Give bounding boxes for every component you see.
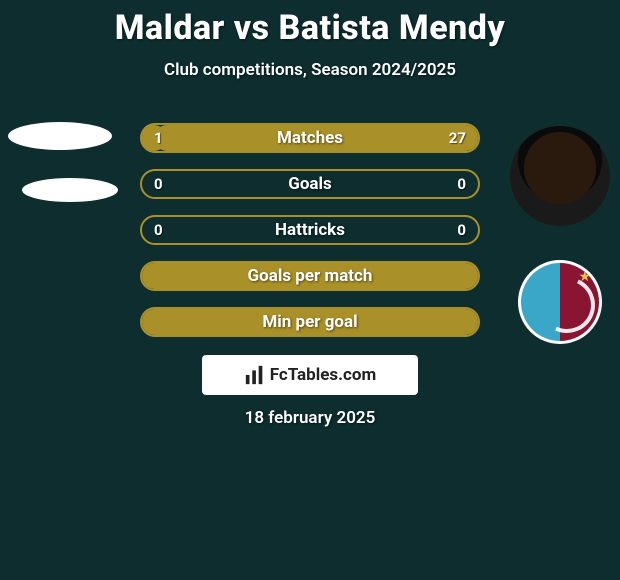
stat-value-left: 1 — [154, 123, 163, 153]
club-right-crest: ★ — [518, 260, 602, 344]
stat-row: Matches1 27 — [140, 123, 480, 153]
bars-icon — [244, 364, 266, 386]
stat-row: Goals0 0 — [140, 169, 480, 199]
stat-label: Hattricks — [140, 215, 480, 245]
stat-row: Min per goal — [140, 307, 480, 337]
club-left-crest — [22, 178, 118, 202]
stat-label: Goals per match — [140, 261, 480, 291]
generated-date: 18 february 2025 — [0, 408, 620, 428]
fctables-logo-text: FcTables.com — [270, 365, 376, 385]
subtitle: Club competitions, Season 2024/2025 — [0, 60, 620, 80]
fctables-logo[interactable]: FcTables.com — [202, 355, 418, 395]
stat-value-right: 0 — [457, 169, 466, 199]
player-left-avatar — [8, 122, 112, 150]
stat-label: Goals — [140, 169, 480, 199]
stat-value-right: 27 — [449, 123, 466, 153]
stat-value-right: 0 — [457, 215, 466, 245]
stat-row: Goals per match — [140, 261, 480, 291]
stat-value-left: 0 — [154, 215, 163, 245]
trabzonspor-crest-icon: ★ — [518, 260, 602, 344]
player-right-face — [510, 126, 610, 226]
stat-row: Hattricks0 0 — [140, 215, 480, 245]
player-right-avatar — [510, 126, 610, 226]
comparison-card: Maldar vs Batista Mendy Club competition… — [0, 0, 620, 580]
star-icon: ★ — [578, 269, 591, 285]
stat-value-left: 0 — [154, 169, 163, 199]
stat-label: Matches — [140, 123, 480, 153]
stat-label: Min per goal — [140, 307, 480, 337]
page-title: Maldar vs Batista Mendy — [0, 8, 620, 48]
